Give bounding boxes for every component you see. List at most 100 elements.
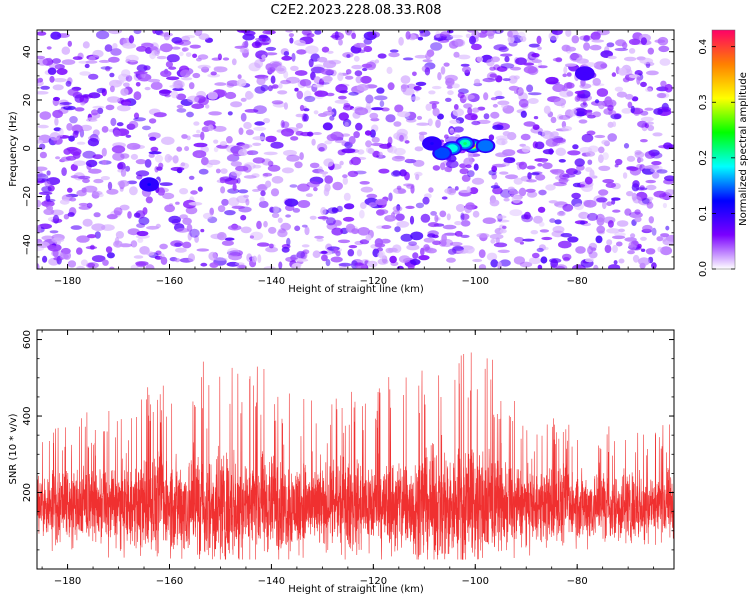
heatmap-cell	[526, 165, 536, 170]
heatmap-cell	[286, 154, 300, 162]
heatmap-cell	[82, 94, 93, 99]
heatmap-cell	[494, 90, 503, 97]
heatmap-cell	[447, 90, 454, 96]
heatmap-cell	[93, 178, 104, 184]
heatmap-cell	[646, 201, 654, 209]
heatmap-cell	[76, 235, 90, 243]
heatmap-cell	[381, 225, 392, 229]
heatmap-cell	[281, 167, 294, 174]
heatmap-cell	[61, 59, 76, 65]
heatmap-cell	[290, 136, 299, 141]
heatmap-cell	[68, 135, 75, 142]
heatmap-cell	[148, 118, 157, 124]
heatmap-cell	[462, 94, 475, 100]
heatmap-cell	[607, 55, 617, 60]
heatmap-cell	[87, 117, 97, 121]
heatmap-cell	[423, 244, 430, 251]
heatmap-cell	[648, 216, 654, 224]
heatmap-cell	[210, 71, 217, 76]
heatmap-cell	[405, 118, 417, 123]
heatmap-cell	[503, 197, 510, 202]
heatmap-cell	[303, 90, 312, 100]
heatmap-cell	[267, 66, 275, 74]
snr-ylabel: SNR (10 * v/v)	[8, 413, 19, 484]
heatmap-cell	[264, 52, 278, 56]
heatmap-cell	[37, 55, 46, 59]
heatmap-cell	[316, 143, 328, 152]
heatmap-cell	[343, 203, 355, 210]
heatmap-cell	[176, 104, 184, 109]
heatmap-cell	[499, 259, 511, 267]
heatmap-cell	[446, 160, 459, 169]
heatmap-cell	[191, 103, 205, 109]
heatmap-cell	[392, 210, 401, 215]
heatmap-cell	[149, 136, 157, 141]
heatmap-cell	[280, 79, 291, 85]
heatmap-cell	[136, 223, 146, 229]
snr-x-tick-label: −180	[54, 576, 81, 587]
heatmap-cell	[540, 256, 548, 264]
heatmap-cell	[520, 133, 531, 141]
heatmap-cell	[595, 235, 603, 244]
heatmap-cell	[262, 30, 276, 35]
heatmap-cell	[85, 159, 98, 168]
heatmap-cell	[63, 213, 70, 220]
heatmap-cell	[278, 261, 283, 269]
heatmap-cell	[500, 53, 513, 57]
heatmap-cell	[314, 235, 324, 239]
heatmap-cell	[321, 46, 330, 53]
heatmap-cell	[460, 63, 470, 67]
heatmap-cell	[98, 59, 111, 63]
heatmap-cell	[331, 227, 344, 236]
heatmap-cell	[423, 237, 435, 243]
heatmap-cell	[39, 111, 52, 120]
hotspot-core	[440, 151, 444, 155]
heatmap-cell	[297, 200, 311, 208]
heatmap-cell	[47, 57, 52, 61]
heatmap-cell	[280, 222, 292, 231]
heatmap-cell	[91, 223, 106, 231]
hotspot-core	[583, 72, 587, 75]
heatmap-cell	[502, 78, 511, 82]
heatmap-cell	[659, 58, 671, 66]
heatmap-cell	[106, 214, 118, 220]
heatmap-cell	[634, 216, 642, 223]
heatmap-cell	[113, 129, 121, 137]
heatmap-cell	[412, 252, 419, 260]
heatmap-cell	[410, 231, 424, 241]
snr-series-line	[37, 352, 674, 560]
heatmap-cell	[612, 235, 626, 240]
heatmap-cell	[375, 198, 388, 206]
heatmap-cell	[88, 73, 99, 80]
heatmap-cell	[612, 121, 617, 128]
heatmap-cell	[480, 30, 488, 34]
heatmap-cell	[606, 239, 613, 246]
heatmap-cell	[306, 33, 315, 38]
heatmap-cell	[600, 63, 608, 69]
heatmap-cell	[624, 56, 637, 62]
heatmap-cell	[46, 46, 52, 50]
heatmap-cell	[80, 124, 92, 132]
heatmap-cell	[634, 151, 645, 159]
heatmap-cell	[415, 81, 427, 86]
heatmap-cell	[261, 38, 266, 42]
heatmap-cell	[653, 108, 663, 115]
heatmap-cell	[474, 78, 481, 86]
heatmap-cell	[518, 98, 529, 108]
heatmap-cell	[200, 131, 205, 141]
heatmap-cell	[497, 100, 510, 106]
heatmap-cell	[408, 241, 417, 247]
heatmap-cell	[168, 215, 181, 224]
heatmap-cell	[447, 248, 457, 255]
heatmap-cell	[76, 141, 86, 145]
heatmap-cell	[427, 118, 433, 127]
heatmap-cell	[571, 192, 581, 199]
heatmap-cell	[454, 38, 464, 47]
heatmap-cell	[80, 101, 86, 106]
heatmap-cell	[472, 210, 480, 218]
heatmap-cell	[108, 30, 122, 35]
heatmap-cell	[135, 159, 147, 165]
heatmap-cell	[37, 169, 43, 178]
heatmap-cell	[312, 132, 322, 135]
heatmap-cell	[454, 230, 463, 237]
